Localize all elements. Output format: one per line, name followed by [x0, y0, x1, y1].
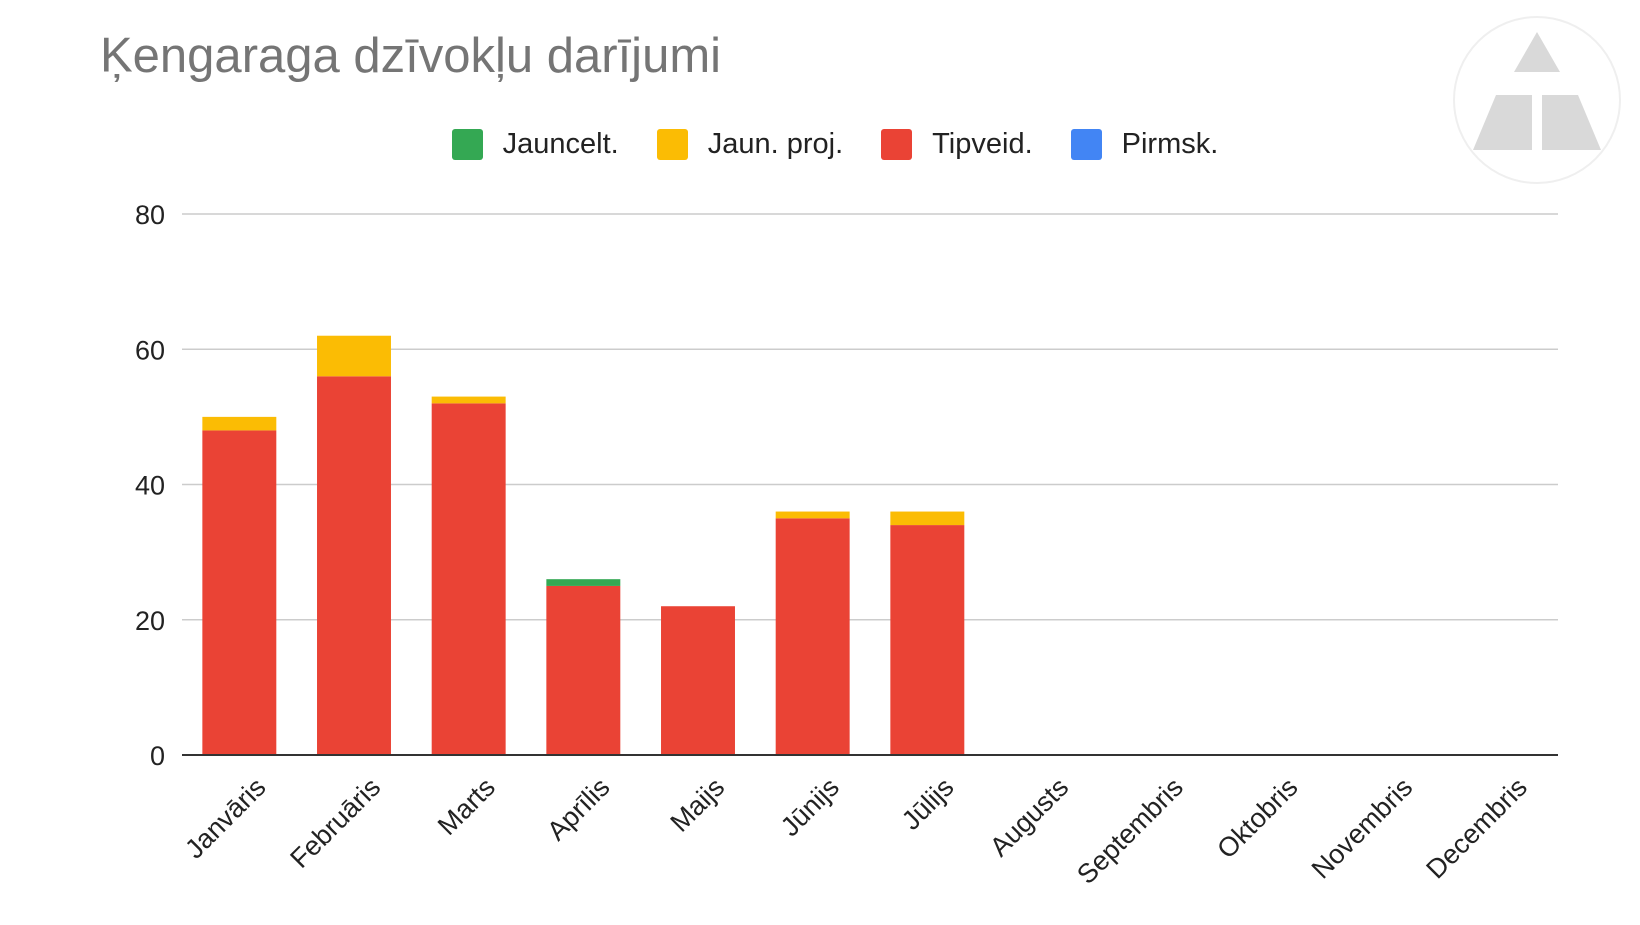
- x-tick-label: Augusts: [984, 772, 1074, 862]
- x-tick-label: Novembris: [1306, 772, 1418, 884]
- bar-jaun-proj-6: [775, 511, 850, 519]
- chart-title: Ķengaraga dzīvokļu darījumi: [100, 29, 722, 83]
- legend-label-jauncelt: Jauncelt.: [502, 128, 619, 160]
- bar-jaun-proj-2: [317, 335, 391, 377]
- triangle-logo-icon: [1453, 16, 1621, 184]
- y-tick-label: 0: [150, 741, 165, 771]
- x-tick-label: Decembris: [1420, 772, 1532, 884]
- legend-item-tipveid[interactable]: Tipveid.: [881, 128, 1033, 161]
- legend-label-pirmsk: Pirmsk.: [1121, 128, 1219, 160]
- legend-swatch-jauncelt: [451, 129, 483, 160]
- bar-jaun-proj-7: [890, 511, 965, 526]
- legend-swatch-pirmsk: [1070, 129, 1102, 160]
- bar-tipveid-6: [775, 518, 850, 755]
- x-tick-label: Septembris: [1071, 772, 1189, 890]
- legend: Jauncelt. Jaun. proj. Tipveid. Pirmsk.: [0, 128, 1640, 161]
- y-tick-label: 20: [135, 606, 165, 636]
- legend-label-jaun-proj: Jaun. proj.: [707, 128, 844, 160]
- logo-top-triangle: [1514, 32, 1560, 72]
- x-tick-label: Oktobris: [1211, 772, 1303, 864]
- x-tick-label: Februāris: [284, 772, 386, 874]
- bar-jauncelt-4: [546, 579, 621, 586]
- bar-tipveid-4: [546, 585, 621, 755]
- logo-left-shape: [1473, 95, 1532, 150]
- y-tick-label: 80: [135, 200, 165, 230]
- legend-item-jaun-proj[interactable]: Jaun. proj.: [656, 128, 844, 161]
- x-tick-label: Jūnijs: [775, 772, 845, 842]
- x-tick-label: Jūlijs: [896, 772, 960, 836]
- x-tick-label: Janvāris: [179, 772, 271, 864]
- logo-right-shape: [1542, 95, 1601, 150]
- x-tick-label: Marts: [432, 772, 501, 841]
- legend-item-jauncelt[interactable]: Jauncelt.: [451, 128, 619, 161]
- x-tick-label: Aprīlis: [541, 772, 615, 846]
- bar-tipveid-2: [317, 376, 391, 755]
- y-tick-label: 60: [135, 335, 165, 365]
- bar-tipveid-1: [202, 430, 277, 755]
- x-tick-label: Maijs: [664, 772, 730, 838]
- bar-jaun-proj-3: [431, 396, 506, 404]
- legend-swatch-tipveid: [881, 129, 913, 160]
- legend-label-tipveid: Tipveid.: [932, 128, 1033, 160]
- legend-item-pirmsk[interactable]: Pirmsk.: [1070, 128, 1219, 161]
- bar-jaun-proj-1: [202, 416, 277, 431]
- bar-tipveid-3: [431, 403, 506, 755]
- legend-swatch-jaun-proj: [656, 129, 688, 160]
- bar-tipveid-5: [661, 606, 735, 755]
- bar-tipveid-7: [890, 525, 965, 755]
- y-tick-label: 40: [135, 471, 165, 501]
